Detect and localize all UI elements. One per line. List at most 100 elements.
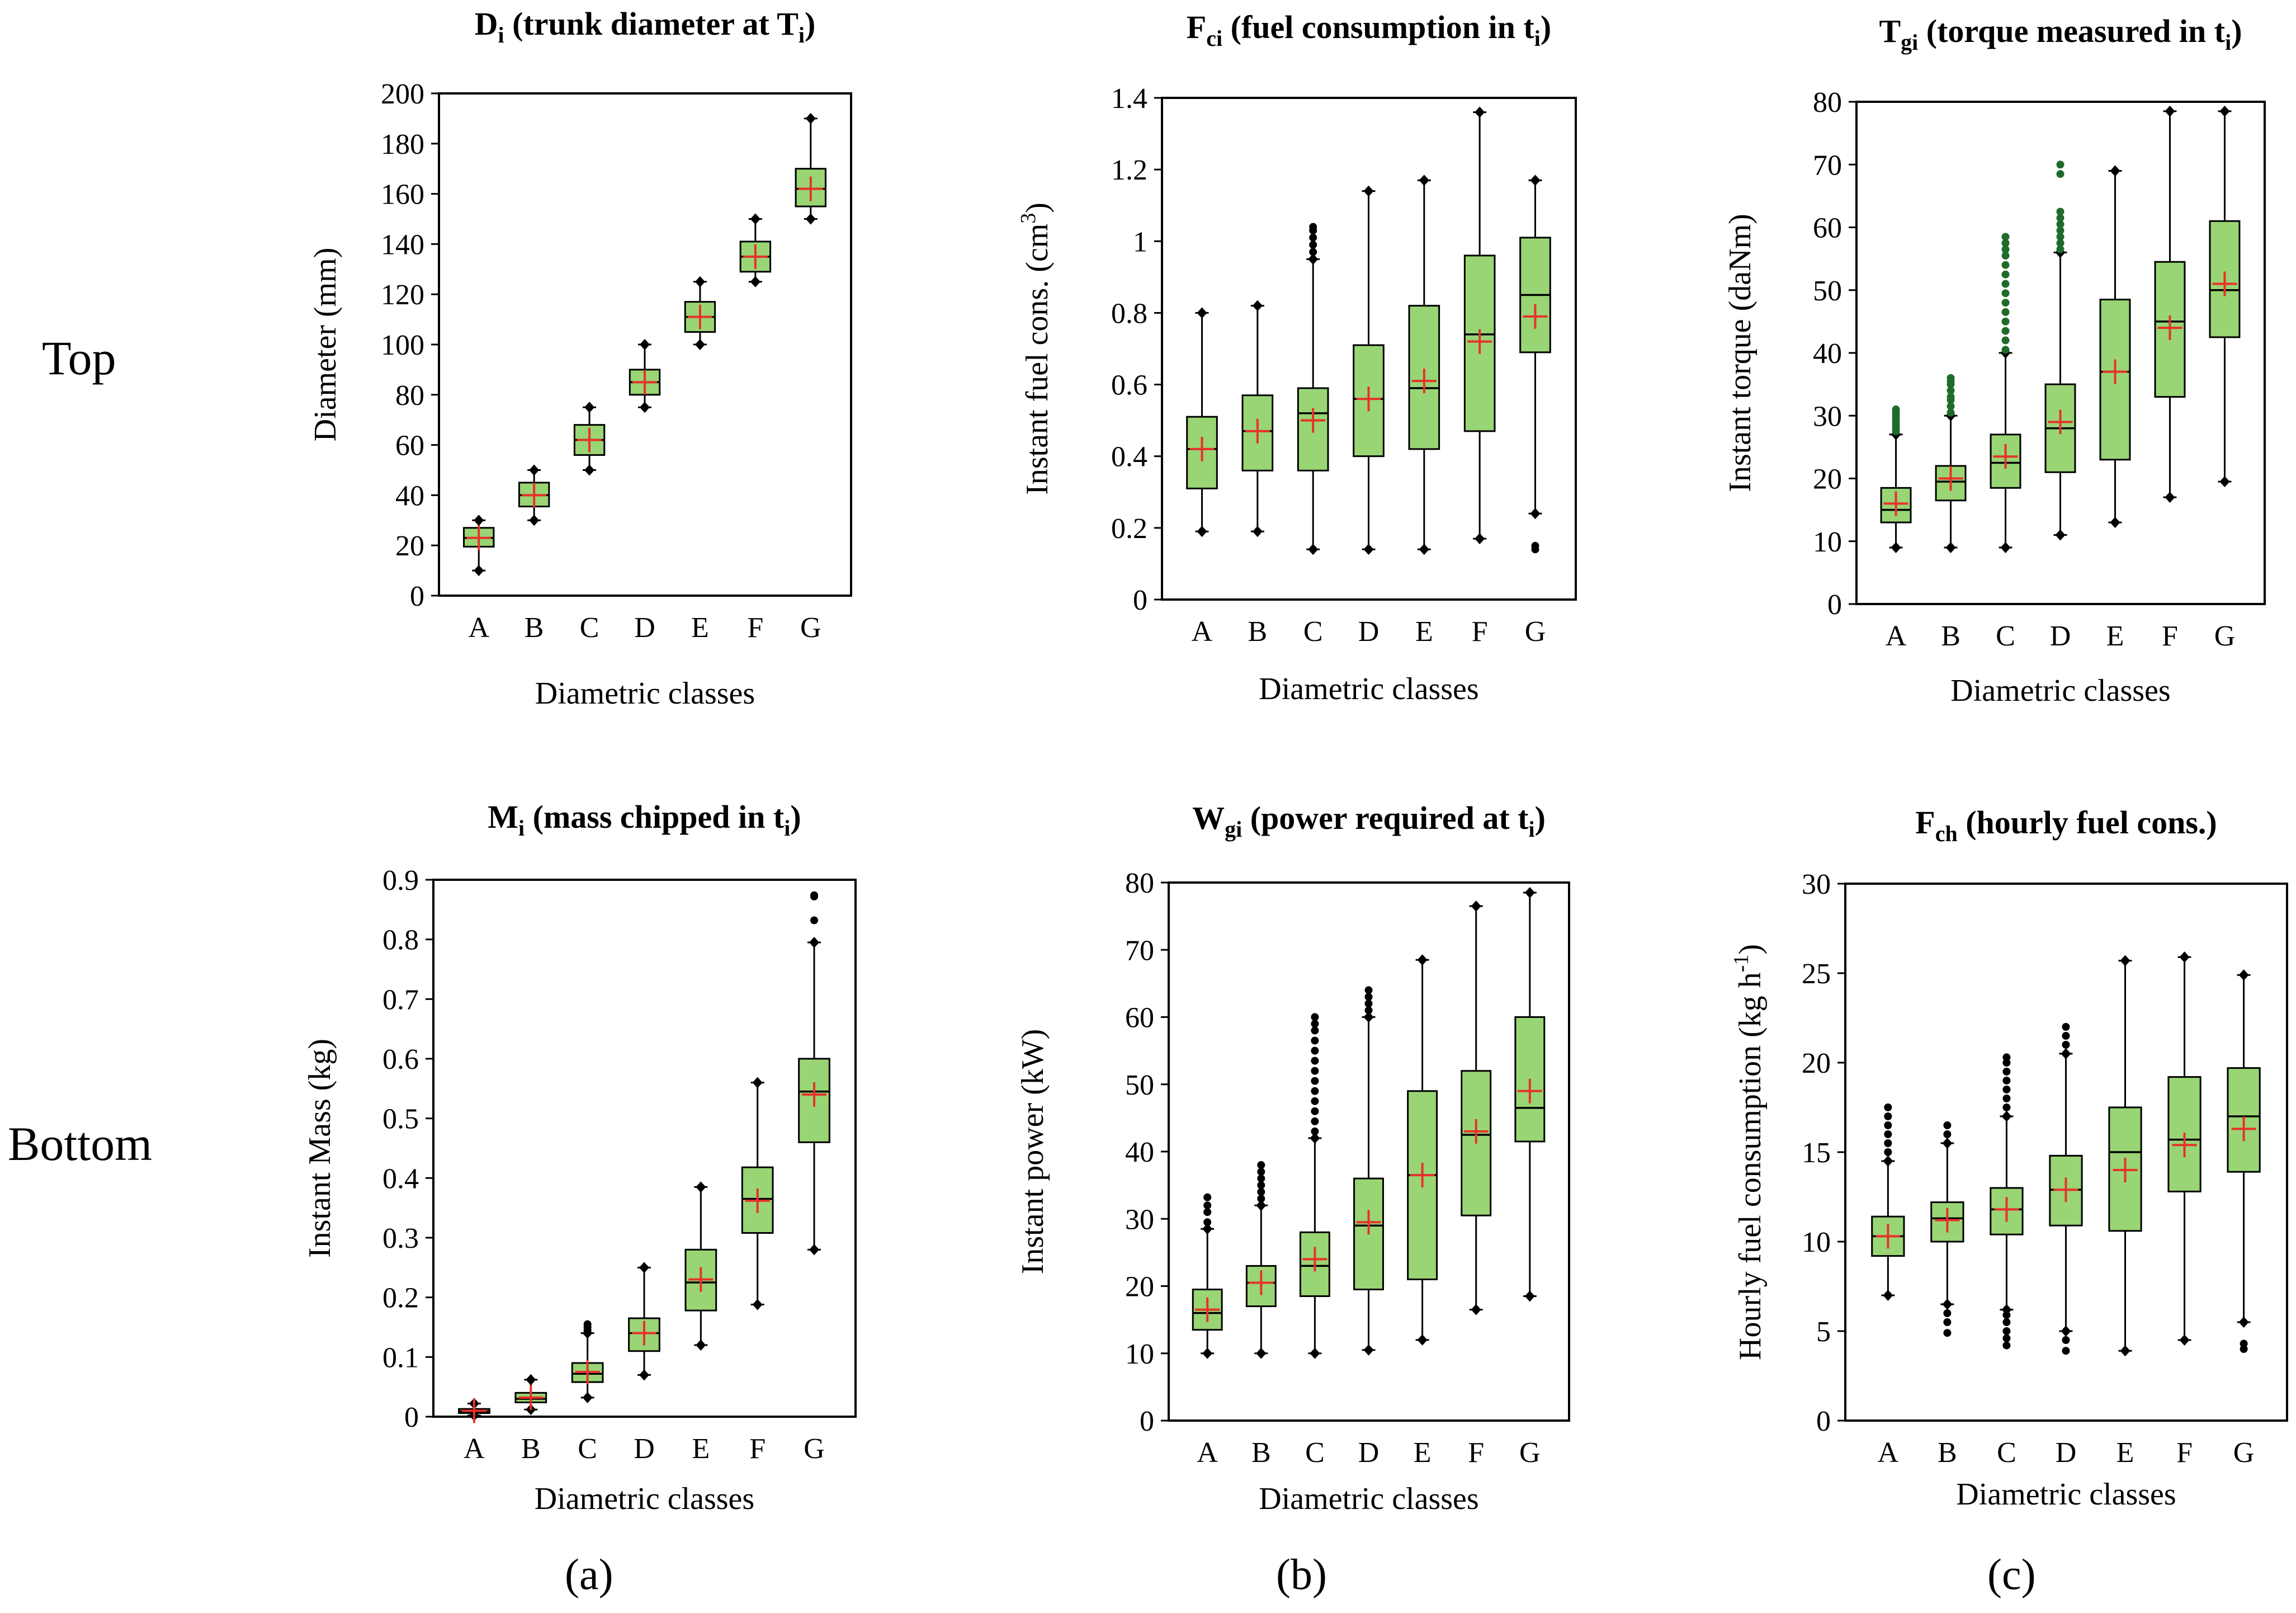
outlier-point (2062, 1032, 2070, 1040)
box-D (628, 1262, 660, 1381)
max-marker (1363, 1011, 1374, 1023)
outlier-point (2002, 1086, 2011, 1093)
box-C (1990, 1053, 2024, 1350)
min-marker (695, 339, 705, 350)
box-C (571, 1320, 604, 1403)
outlier-point (1943, 1309, 1952, 1317)
outlier-point (1203, 1218, 1212, 1227)
outlier-point (2001, 346, 2010, 354)
x-tick-label: E (692, 1433, 710, 1465)
y-tick-label: 60 (1813, 213, 1842, 244)
x-tick-label: G (1525, 616, 1546, 648)
chart-Wgi: Wgi (power required at ti) 0 10 20 30 40 50 60 7… (1015, 800, 1570, 1516)
box-D (2049, 1023, 2083, 1355)
min-marker (1308, 544, 1319, 555)
outlier-point (1309, 233, 1317, 242)
y-tick-label: 1.2 (1111, 154, 1147, 186)
box-B (514, 1374, 547, 1416)
box-E (684, 276, 716, 350)
y-tick-label: 30 (1125, 1204, 1154, 1235)
max-marker (1419, 174, 1429, 186)
min-marker (584, 464, 595, 476)
y-tick-label: 140 (381, 229, 424, 261)
outlier-point (1311, 1057, 1319, 1065)
outlier-point (2056, 239, 2064, 247)
max-marker (639, 1262, 649, 1274)
outlier-point (2062, 1336, 2070, 1344)
outlier-point (1311, 1107, 1319, 1115)
box-G (2227, 969, 2261, 1353)
outlier-point (2001, 336, 2010, 345)
y-tick-label: 80 (395, 380, 424, 412)
outlier-point (1884, 1103, 1892, 1111)
box-B (518, 464, 550, 526)
y-tick-label: 30 (1802, 869, 1831, 900)
min-marker (1197, 526, 1207, 537)
box-G (2209, 105, 2241, 488)
chart-title: Fch (hourly fuel cons.) (1915, 804, 2217, 846)
box-D (629, 339, 661, 413)
y-tick-label: 80 (1813, 87, 1842, 119)
min-marker (1530, 508, 1541, 520)
x-tick-label: B (1941, 620, 1960, 652)
box-E (1407, 954, 1438, 1346)
plot-frame (1161, 97, 1577, 601)
y-tick-label: 20 (1802, 1048, 1831, 1079)
y-tick-label: 10 (1813, 526, 1842, 558)
box-A (1192, 1193, 1223, 1359)
min-marker (1524, 1290, 1535, 1302)
chart-title: Wgi (power required at ti) (1192, 800, 1546, 842)
outlier-point (1884, 1148, 1892, 1156)
outlier-point (2002, 1341, 2011, 1350)
y-axis-label: Instant fuel cons. (cm3) (1017, 202, 1055, 495)
y-tick-label: 30 (1813, 400, 1842, 432)
max-marker (640, 339, 650, 350)
outlier-point (2001, 308, 2010, 317)
plot-frame (432, 879, 857, 1418)
y-axis-label: Diameter (mm) (308, 248, 343, 442)
chart-title: Mi (mass chipped in ti) (488, 799, 801, 841)
x-tick-label: D (2056, 1437, 2077, 1469)
min-marker (1310, 1347, 1320, 1359)
max-marker (1310, 1132, 1320, 1144)
y-tick-label: 20 (395, 530, 424, 562)
x-tick-label: A (1192, 616, 1213, 648)
max-marker (805, 112, 816, 124)
box-F (741, 1077, 774, 1310)
chart-title: Fci (fuel consumption in ti) (1187, 9, 1551, 51)
max-marker (2061, 1048, 2071, 1059)
x-tick-label: D (2050, 620, 2071, 652)
y-tick-label: 0 (404, 1402, 419, 1433)
min-marker (2238, 1317, 2249, 1328)
outlier-point (1943, 1130, 1952, 1138)
box-A (1871, 1103, 1905, 1301)
max-marker (2219, 105, 2230, 117)
outlier-point (583, 1320, 592, 1328)
y-tick-label: 10 (1802, 1227, 1831, 1258)
min-marker (2055, 529, 2066, 541)
max-marker (1524, 887, 1535, 899)
x-tick-label: A (1197, 1437, 1218, 1469)
outlier-point (2001, 317, 2010, 326)
outlier-point (810, 916, 819, 925)
sub-label-b: (b) (1276, 1550, 1327, 1598)
max-marker (474, 515, 484, 526)
x-tick-label: F (749, 1433, 766, 1465)
x-axis-label: Diametric classes (1950, 673, 2170, 708)
outlier-point (1311, 1087, 1319, 1095)
outlier-point (1311, 1046, 1319, 1055)
x-tick-label: F (2176, 1437, 2193, 1469)
min-marker (2120, 1345, 2130, 1357)
x-axis-label: Diametric classes (1259, 1482, 1478, 1516)
y-tick-label: 60 (395, 430, 424, 462)
outlier-point (810, 891, 819, 899)
y-axis-label: Instant Mass (kg) (303, 1039, 337, 1258)
y-tick-label: 60 (1125, 1002, 1154, 1034)
box-A (1880, 405, 1912, 553)
y-tick-label: 50 (1813, 275, 1842, 307)
outlier-point (2001, 270, 2010, 279)
outlier-point (1947, 374, 1955, 382)
outlier-point (2062, 1347, 2070, 1355)
outlier-point (1257, 1195, 1265, 1203)
y-tick-label: 160 (381, 179, 424, 211)
